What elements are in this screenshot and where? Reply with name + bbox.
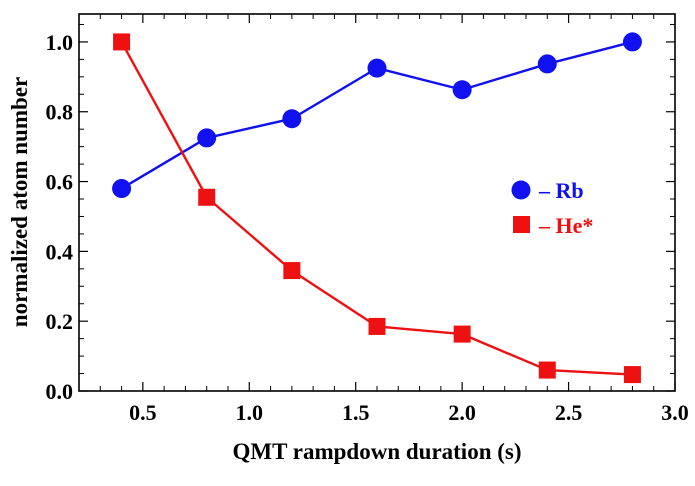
y-tick-label: 1.0 [46, 30, 74, 55]
x-tick-label: 2.5 [555, 400, 583, 425]
x-tick-label: 3.0 [661, 400, 689, 425]
data-point-he [538, 361, 556, 379]
y-tick-label: 0.8 [46, 100, 74, 125]
x-tick-label: 2.0 [448, 400, 476, 425]
y-tick-label: 0.6 [46, 170, 74, 195]
y-axis-title: normalized atom number [7, 77, 32, 327]
data-point-he [623, 366, 641, 384]
legend-marker-rb [511, 180, 531, 200]
legend: – Rb – He* [511, 178, 593, 238]
data-point-he [368, 317, 386, 335]
x-axis-title: QMT rampdown duration (s) [232, 439, 521, 464]
y-axis-ticks: 0.0 0.2 0.4 0.6 0.8 1.0 [46, 23, 675, 404]
y-tick-label: 0.2 [46, 309, 74, 334]
data-point-rb [112, 179, 132, 199]
series-layer [112, 32, 642, 384]
data-point-he [283, 262, 301, 280]
data-point-rb [452, 80, 472, 100]
x-tick-label: 0.5 [129, 400, 157, 425]
x-tick-label: 1.0 [236, 400, 264, 425]
legend-marker-he [513, 216, 530, 233]
data-point-rb [367, 58, 387, 78]
legend-label-rb: – Rb [538, 178, 584, 203]
data-point-he [198, 188, 216, 206]
data-point-rb [622, 32, 642, 52]
x-axis-ticks: 0.5 1.0 1.5 2.0 2.5 3.0 [78, 14, 689, 425]
data-point-rb [537, 54, 557, 74]
data-point-rb [282, 109, 302, 129]
y-tick-label: 0.0 [46, 379, 74, 404]
legend-label-he: – He* [538, 213, 593, 238]
y-tick-label: 0.4 [46, 239, 74, 264]
x-tick-label: 1.5 [342, 400, 370, 425]
data-point-he [113, 33, 131, 51]
data-point-he [453, 325, 471, 343]
data-point-rb [197, 128, 217, 148]
